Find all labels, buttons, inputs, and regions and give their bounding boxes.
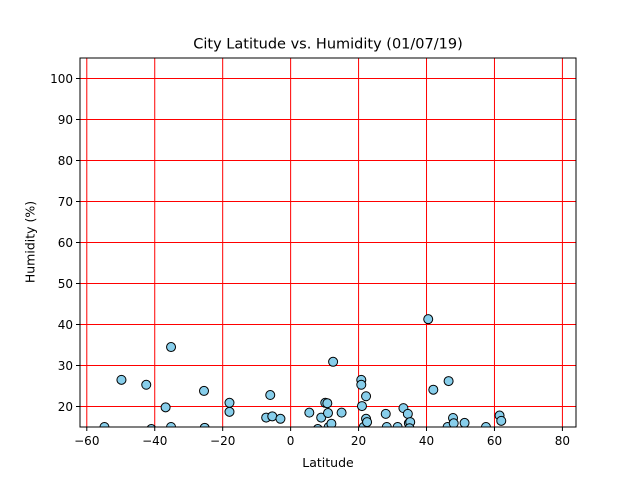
y-tick-label: 70 [58,195,73,209]
y-tick-label: 80 [58,154,73,168]
x-tick-label: 40 [419,434,434,448]
y-axis-label: Humidity (%) [23,201,38,283]
data-point [146,424,156,427]
data-point [326,418,337,427]
data-point [404,423,415,427]
x-tick-label: −60 [74,434,99,448]
axis-ticks: −60 −40 −20 0 20 40 60 80 20 30 40 50 60 70 80 90 100 [50,72,570,448]
data-point [459,417,470,427]
y-tick-label: 40 [58,318,73,332]
data-point [336,407,347,418]
data-point [380,408,391,419]
data-point [496,415,507,426]
x-tick-label: 0 [287,434,295,448]
data-point [224,397,235,408]
y-tick-label: 20 [58,400,73,414]
data-point [402,408,413,419]
data-point [166,342,177,353]
data-point [443,376,454,387]
data-point [267,411,278,422]
data-point [322,398,333,409]
x-tick-label: −40 [142,434,167,448]
x-tick-label: −20 [210,434,235,448]
data-point [141,379,152,390]
data-point [160,402,171,413]
data-point [265,390,276,401]
data-point [356,379,367,390]
data-point [428,384,439,395]
data-point [356,401,367,412]
y-tick-label: 100 [50,72,73,86]
data-point [116,374,127,385]
data-point [199,385,209,396]
y-tick-label: 50 [58,277,73,291]
data-point [275,413,286,424]
data-point [199,422,210,427]
y-tick-label: 60 [58,236,73,250]
data-point [423,314,434,325]
data-point [362,417,373,427]
data-point [480,422,491,427]
x-axis-label: Latitude [302,455,354,470]
x-tick-label: 80 [555,434,570,448]
grid [80,58,576,427]
data-point [304,407,315,418]
x-tick-label: 20 [351,434,366,448]
data-point [361,391,372,402]
data-point [392,422,403,427]
data-point [99,422,110,427]
y-tick-label: 90 [58,113,73,127]
data-point [166,422,177,427]
data-point [316,412,327,423]
data-point [323,408,333,419]
data-point [448,418,459,427]
y-tick-label: 30 [58,359,73,373]
data-points [99,314,507,427]
data-point [328,356,339,367]
data-point [381,422,392,427]
data-point [313,424,323,427]
data-point [224,406,235,417]
chart-title: City Latitude vs. Humidity (01/07/19) [193,37,462,53]
x-tick-label: 60 [487,434,502,448]
